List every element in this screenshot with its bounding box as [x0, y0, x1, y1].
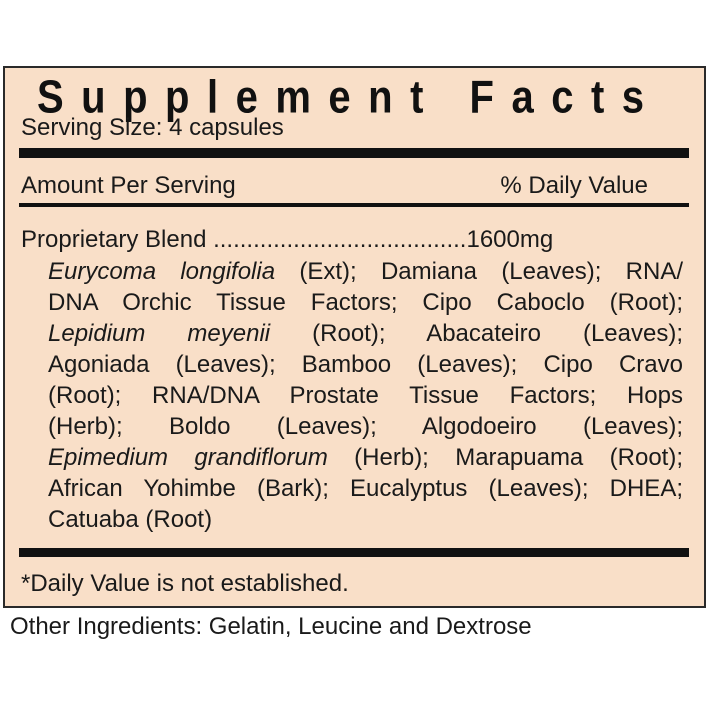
thick-divider-bottom — [19, 548, 689, 557]
daily-value-footnote: *Daily Value is not established. — [21, 570, 349, 597]
header-divider — [19, 203, 689, 207]
ingredient-line: Eurycoma longifolia (Ext); Damiana (Leav… — [48, 256, 683, 287]
ingredient-line: Epimedium grandiflorum (Herb); Marapuama… — [48, 442, 683, 473]
blend-leader-dots: ...................................... — [213, 226, 467, 253]
ingredient-botanical-name: Lepidium meyenii — [48, 320, 271, 347]
ingredient-line: African Yohimbe (Bark); Eucalyptus (Leav… — [48, 473, 683, 504]
ingredient-text: (Root); RNA/DNA Prostate Tissue Factors;… — [48, 382, 683, 409]
proprietary-blend-row: Proprietary Blend ......................… — [21, 226, 553, 254]
ingredient-line: Catuaba (Root) — [48, 504, 683, 535]
ingredient-line: (Herb); Boldo (Leaves); Algodoeiro (Leav… — [48, 411, 683, 442]
ingredient-line: Agoniada (Leaves); Bamboo (Leaves); Cipo… — [48, 349, 683, 380]
ingredient-text: (Herb); Marapuama (Root); — [327, 444, 683, 471]
ingredient-text: (Herb); Boldo (Leaves); Algodoeiro (Leav… — [48, 413, 683, 440]
ingredient-line: Lepidium meyenii (Root); Abacateiro (Lea… — [48, 318, 683, 349]
ingredient-text: (Ext); Damiana (Leaves); RNA/ — [275, 258, 683, 285]
ingredient-text: Agoniada (Leaves); Bamboo (Leaves); Cipo… — [48, 351, 683, 378]
ingredient-botanical-name: Epimedium grandiflorum — [48, 444, 328, 471]
blend-amount: 1600mg — [466, 226, 554, 253]
daily-value-header: % Daily Value — [500, 172, 648, 199]
panel-title: Supplement Facts — [37, 72, 662, 123]
ingredient-text: Catuaba (Root) — [48, 506, 213, 533]
ingredient-text: DNA Orchic Tissue Factors; Cipo Caboclo … — [48, 289, 683, 316]
supplement-facts-panel: Supplement Facts Serving Size: 4 capsule… — [3, 66, 706, 608]
ingredient-list: Eurycoma longifolia (Ext); Damiana (Leav… — [48, 256, 683, 535]
blend-label: Proprietary Blend — [21, 226, 214, 253]
ingredient-botanical-name: Eurycoma longifolia — [48, 258, 276, 285]
ingredient-line: (Root); RNA/DNA Prostate Tissue Factors;… — [48, 380, 683, 411]
thick-divider-top — [19, 148, 689, 158]
ingredient-text: (Root); Abacateiro (Leaves); — [270, 320, 683, 347]
serving-size: Serving Size: 4 capsules — [21, 114, 284, 141]
ingredient-line: DNA Orchic Tissue Factors; Cipo Caboclo … — [48, 287, 683, 318]
other-ingredients: Other Ingredients: Gelatin, Leucine and … — [10, 613, 532, 640]
amount-per-serving-header: Amount Per Serving — [21, 172, 236, 199]
ingredient-text: African Yohimbe (Bark); Eucalyptus (Leav… — [48, 475, 683, 502]
